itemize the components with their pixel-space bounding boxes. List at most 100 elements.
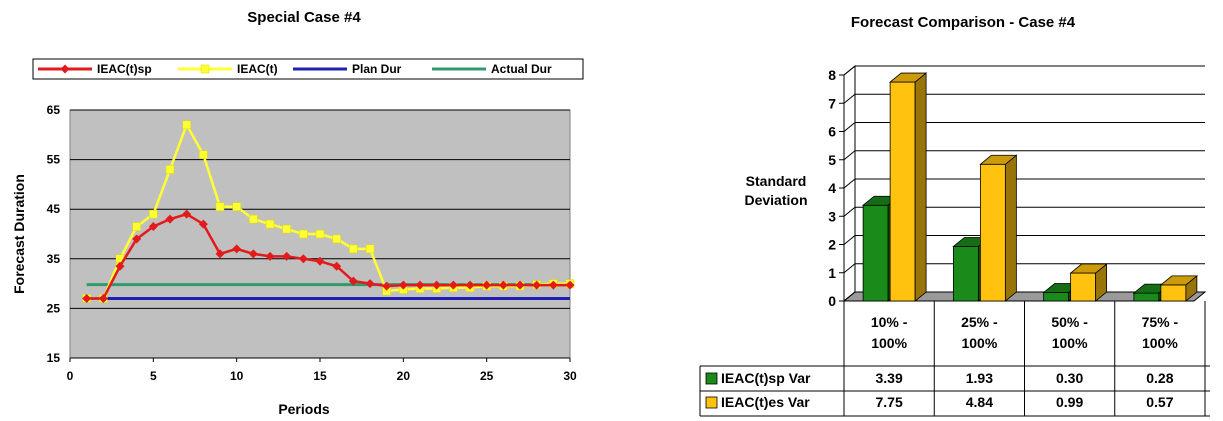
- bar-side-gridline: [843, 65, 856, 76]
- point-ieac-t: [249, 214, 258, 224]
- point-ieac-t-sp: [182, 209, 192, 219]
- bar-y-axis-label: Standard Deviation: [744, 173, 807, 208]
- bar-top-ieac-t-es-var: [979, 154, 1018, 165]
- point-ieac-t-sp: [498, 280, 508, 290]
- line-y-tick-label: 55: [47, 153, 61, 167]
- bar-top-ieac-t-es-var: [889, 72, 928, 83]
- table-row-label: IEAC(t)es Var: [721, 394, 810, 410]
- line-x-tick-label: 10: [230, 369, 244, 383]
- bar-y-axis-label-line: Deviation: [744, 192, 807, 208]
- bar-y-tick-label: 4: [828, 180, 836, 196]
- legend-items: IEAC(t)sp IEAC(t) Plan Dur Actual Dur: [38, 62, 552, 76]
- bar-y-ticks: 0 1 2 3 4 5 6 7 8: [828, 67, 844, 309]
- category-label: 100%: [961, 335, 997, 351]
- table-cell: 4.84: [966, 394, 993, 410]
- category-label: 100%: [1052, 335, 1088, 351]
- bar-y-tick-label: 8: [828, 67, 836, 83]
- table-grid: [699, 301, 1210, 417]
- point-ieac-t-sp: [332, 261, 342, 271]
- point-ieac-t: [349, 244, 358, 254]
- line-chart-title: Special Case #4: [247, 9, 361, 26]
- bar-side-ieac-t-es-var: [914, 72, 927, 302]
- bar-front-ieac-t-sp-var: [862, 204, 889, 302]
- line-y-tick-label: 35: [47, 252, 61, 266]
- point-ieac-t: [232, 202, 241, 211]
- category-label: 100%: [1142, 335, 1178, 351]
- bar-front-ieac-t-sp-var: [952, 246, 979, 302]
- point-ieac-t-sp: [165, 214, 175, 224]
- line-x-tick-label: 0: [67, 369, 74, 383]
- point-ieac-t-sp: [565, 280, 575, 290]
- bar-side-ieac-t-es-var: [1004, 154, 1017, 302]
- bar-y-axis-label-line: Standard: [746, 173, 807, 189]
- point-ieac-t: [299, 229, 308, 239]
- legend-label-actual-dur: Actual Dur: [491, 62, 552, 76]
- table-cell: 0.57: [1146, 394, 1173, 410]
- bar-chart-title: Forecast Comparison - Case #4: [851, 14, 1076, 31]
- bar-front-ieac-t-es-var: [1160, 284, 1187, 302]
- line-y-axis-label: Forecast Duration: [11, 174, 27, 294]
- table-cell: 1.93: [966, 370, 993, 386]
- point-ieac-t-sp: [282, 251, 292, 261]
- bar-front-ieac-t-es-var: [1070, 272, 1097, 302]
- point-ieac-t-sp: [115, 261, 125, 271]
- bar-side-gridline: [843, 178, 856, 189]
- bar-top-ieac-t-es-var: [1069, 263, 1108, 274]
- bar-side-gridline: [843, 291, 856, 302]
- line-series-group: [82, 120, 575, 303]
- line-y-tick-label: 15: [47, 351, 61, 365]
- point-ieac-t-sp: [515, 280, 525, 290]
- point-ieac-t: [365, 244, 375, 254]
- table-cell: 3.39: [876, 370, 903, 386]
- bar-side-gridline: [843, 122, 856, 132]
- legend-marker-ieac-t: [200, 64, 210, 74]
- point-ieac-t: [149, 209, 158, 219]
- point-ieac-t-sp: [348, 276, 358, 286]
- line-x-tick-label: 25: [480, 369, 494, 383]
- point-ieac-t: [265, 219, 275, 229]
- line-x-tick-label: 20: [397, 369, 411, 383]
- point-ieac-t-sp: [298, 254, 308, 264]
- category-label: 25% -: [961, 314, 998, 330]
- category-label: 50% -: [1051, 314, 1088, 330]
- line-y-tick-label: 45: [47, 202, 61, 216]
- point-ieac-t: [315, 229, 325, 239]
- bar-front-ieac-t-sp-var: [1133, 292, 1160, 302]
- legend-label-ieac-t: IEAC(t): [237, 62, 278, 76]
- point-ieac-t-sp: [548, 280, 558, 290]
- bar-top-ieac-t-es-var: [1159, 275, 1198, 286]
- point-ieac-t-sp: [215, 249, 225, 259]
- table-row-label: IEAC(t)sp Var: [721, 370, 811, 386]
- bar-front-ieac-t-es-var: [979, 163, 1006, 302]
- point-ieac-t-sp: [148, 222, 158, 232]
- point-ieac-t-sp: [315, 256, 325, 266]
- bar-front-ieac-t-es-var: [889, 81, 916, 302]
- line-x-axis-label: Periods: [278, 401, 330, 417]
- bar-front-ieac-t-sp-var: [1043, 292, 1070, 302]
- bar-y-tick-label: 0: [828, 293, 836, 309]
- line-x-tick-label: 15: [313, 369, 327, 383]
- point-ieac-t-sp: [98, 293, 108, 303]
- point-ieac-t: [182, 120, 191, 130]
- point-ieac-t-sp: [132, 234, 142, 244]
- point-ieac-t-sp: [232, 244, 242, 254]
- line-y-ticks: 15 25 35 45 55 65: [47, 103, 61, 365]
- bar-side-gridline: [843, 206, 856, 217]
- bar-side-gridline: [843, 263, 856, 274]
- point-ieac-t-sp: [382, 281, 392, 291]
- point-ieac-t: [282, 224, 291, 234]
- table-cell: 0.28: [1146, 370, 1173, 386]
- point-ieac-t-sp: [82, 293, 92, 303]
- bar-bars: [862, 72, 1198, 302]
- line-x-ticks: 0 5 10 15 20 25 30: [67, 358, 577, 383]
- table-cell: 0.99: [1056, 394, 1083, 410]
- line-x-tick-label: 5: [150, 369, 157, 383]
- data-table: 10% - 100% 25% - 100% 50% - 100% 75% - 100% IEAC…: [699, 301, 1210, 417]
- point-ieac-t-sp: [482, 280, 492, 290]
- point-ieac-t: [165, 165, 175, 174]
- point-ieac-t: [132, 222, 141, 231]
- point-ieac-t: [215, 202, 225, 211]
- line-y-tick-label: 65: [47, 103, 61, 117]
- bar-side-gridline: [843, 150, 856, 161]
- bar-y-tick-label: 5: [828, 152, 836, 168]
